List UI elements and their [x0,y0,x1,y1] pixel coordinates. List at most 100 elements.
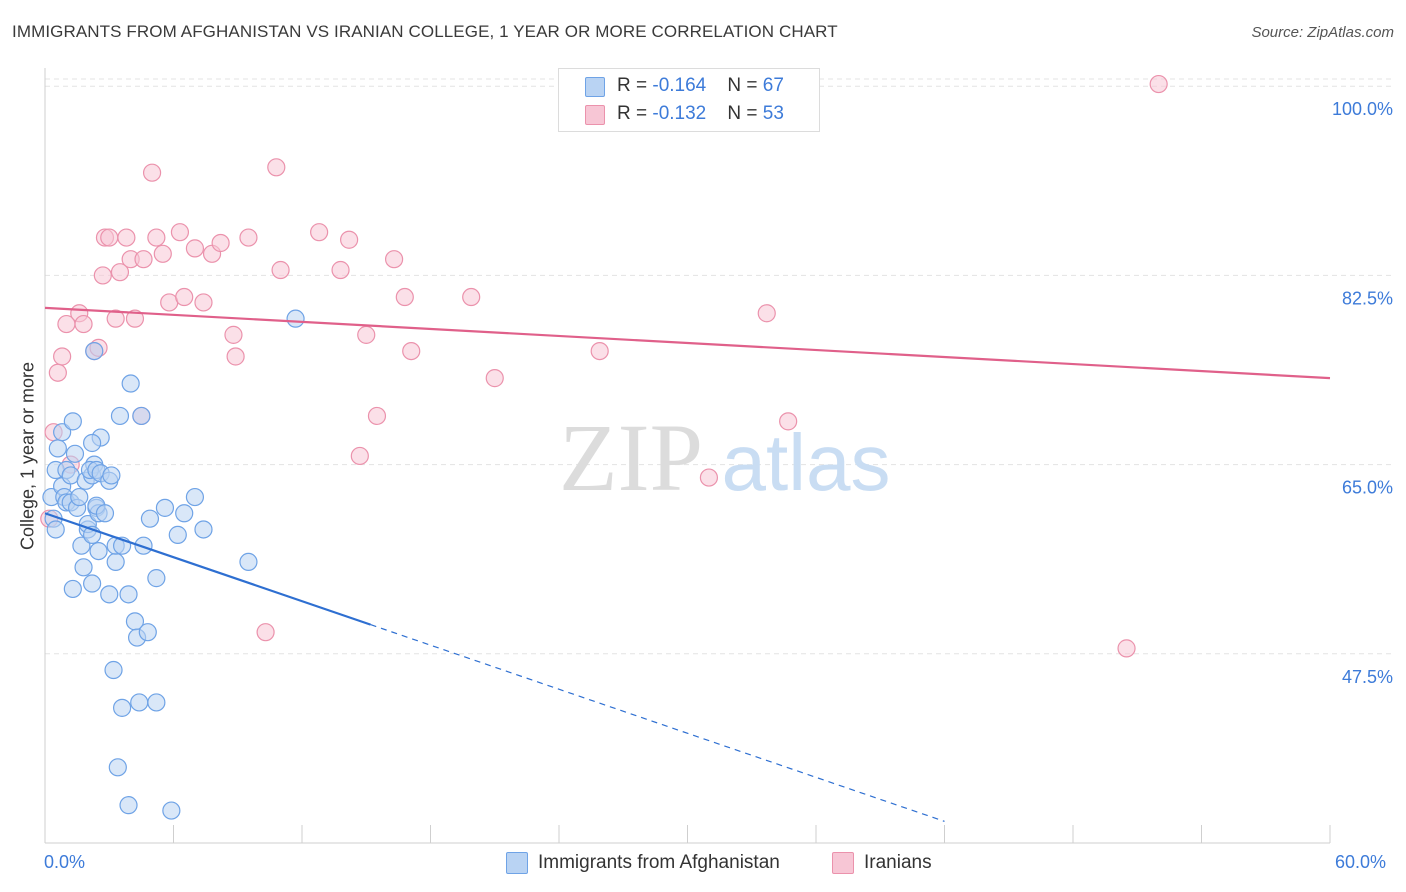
watermark-atlas: atlas [722,418,891,507]
data-point [89,541,108,561]
data-point [121,374,140,393]
data-point [224,325,243,344]
data-point [95,504,115,523]
x-tick-label-max: 60.0% [1335,852,1387,872]
data-point [72,536,91,555]
pink-swatch [585,105,605,125]
data-point [271,260,290,280]
trend-line-pink [44,306,1331,380]
data-point [239,228,258,247]
data-point [119,796,138,815]
y-tick-label: 65.0% [1342,478,1393,498]
r-value-pink: -0.132 [652,103,707,124]
data-point [147,228,166,247]
data-point [256,623,275,642]
data-point [134,250,153,269]
trend-lines [44,306,1331,822]
data-point [106,552,125,572]
data-point [117,228,136,247]
data-point [125,309,145,328]
data-point [590,341,609,361]
data-point [132,406,151,426]
data-point [142,163,162,182]
data-point [108,758,127,777]
data-point [110,263,130,282]
legend-item-iranians[interactable]: Iranians [832,852,932,874]
data-point [357,325,376,344]
data-point [395,287,414,307]
data-point [53,347,72,366]
data-point [93,266,112,285]
y-tick-label: 82.5% [1342,288,1393,308]
data-point [106,309,125,328]
data-point [485,369,504,388]
data-point [367,406,387,426]
trend-extension-blue [370,624,945,822]
data-point [757,304,776,323]
data-point [110,406,130,426]
y-tick-label: 47.5% [1342,667,1393,687]
data-point [83,433,102,453]
y-axis-label: College, 1 year or more [17,361,38,551]
data-point [155,498,175,517]
data-point [147,693,166,712]
data-point [267,158,286,177]
data-point [140,509,160,528]
legend-item-afghanistan[interactable]: Immigrants from Afghanistan [506,852,780,874]
y-tick-label: 100.0% [1332,99,1393,119]
correlation-stats-box: R = -0.164 N = 67 R = -0.132 N = 53 [558,68,820,132]
data-point [63,579,82,599]
data-point [185,239,205,258]
legend-label: Iranians [864,852,932,873]
series-afghanistan [42,309,305,820]
data-point [239,552,258,572]
chart-title: IMMIGRANTS FROM AFGHANISTAN VS IRANIAN C… [12,22,838,41]
data-point [194,293,213,312]
data-point [147,569,166,588]
watermark: ZIP atlas [559,404,890,511]
data-point [1117,639,1136,658]
data-point [119,585,138,604]
data-point [74,558,93,577]
series-iranians [40,74,1168,658]
data-point [286,309,305,328]
data-point [1149,74,1168,94]
data-point [779,412,798,431]
data-point [100,585,119,604]
data-point [350,446,369,466]
data-point [175,287,194,307]
data-point [112,698,132,717]
legend-swatch-blue [506,852,528,874]
x-tick-label-min: 0.0% [44,852,86,872]
data-point [48,439,67,458]
data-point [138,623,157,642]
data-point [100,228,119,247]
data-point [46,520,65,539]
data-point [462,287,481,307]
n-value-blue: 67 [762,75,784,96]
trend-line-blue [44,512,371,626]
data-point [162,801,181,820]
watermark-zip: ZIP [559,404,703,511]
data-point [74,314,93,334]
data-point [102,466,121,485]
data-point [104,660,123,680]
data-point [175,504,194,523]
source-credit: Source: ZipAtlas.com [1251,24,1394,41]
data-point [70,487,89,507]
data-point [226,347,245,366]
data-point [48,363,67,382]
data-point [134,536,153,555]
n-value-pink: 53 [762,103,784,124]
axis-layer: 47.5% 65.0% 82.5% 100.0% [44,68,1393,844]
data-point [331,260,350,280]
data-point [63,412,82,431]
blue-swatch [585,77,605,97]
data-point [699,468,719,487]
r-label: R = [617,75,653,96]
data-point [153,244,172,263]
data-point [185,487,205,507]
data-point [65,444,85,463]
data-point [168,525,187,544]
